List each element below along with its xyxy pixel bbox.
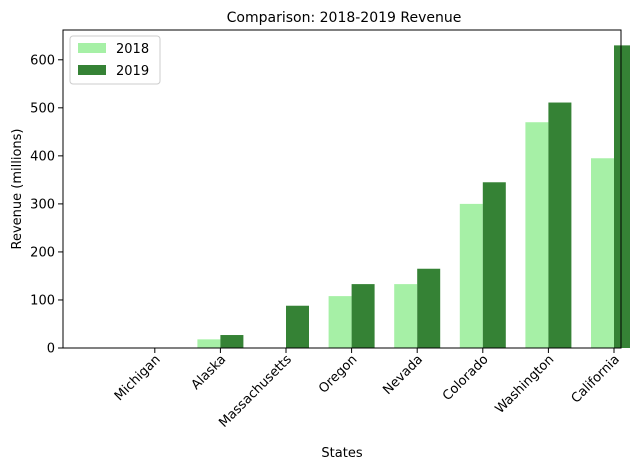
- x-tick-label-washington: Washington: [493, 352, 558, 417]
- legend-swatch-2019: [78, 65, 106, 75]
- legend-label-2019: 2019: [116, 64, 149, 79]
- plot-frame: [62, 29, 622, 349]
- bar-2019-colorado: [482, 182, 506, 348]
- bar-2018-oregon: [328, 296, 352, 348]
- y-axis: 0 100 200 300 400 500 600: [30, 53, 63, 357]
- legend-label-2018: 2018: [116, 42, 149, 57]
- y-tick-label: 100: [30, 293, 55, 308]
- bar-2018-colorado: [459, 203, 483, 348]
- x-tick-label-california: California: [569, 352, 623, 406]
- y-tick-label: 400: [30, 149, 55, 164]
- bar-2019-california: [614, 45, 630, 349]
- bar-2019-nevada: [417, 268, 441, 348]
- y-tick-label: 0: [47, 342, 55, 357]
- bars-group: [197, 45, 630, 349]
- y-tick-label: 300: [30, 197, 55, 212]
- bar-2018-washington: [525, 122, 549, 348]
- bar-2018-nevada: [394, 284, 418, 348]
- y-tick-label: 600: [30, 53, 55, 68]
- bar-2018-california: [591, 158, 614, 348]
- x-tick-label-michigan: Michigan: [112, 352, 164, 404]
- x-tick-label-nevada: Nevada: [380, 352, 426, 398]
- x-tick-label-colorado: Colorado: [440, 352, 492, 404]
- bar-2019-massachusetts: [286, 305, 309, 348]
- y-tick-label: 500: [30, 101, 55, 116]
- bar-2019-alaska: [220, 335, 244, 348]
- x-tick-label-alaska: Alaska: [189, 352, 230, 393]
- bar-2018-alaska: [197, 339, 221, 348]
- x-tick-label-oregon: Oregon: [316, 352, 360, 396]
- legend-swatch-2018: [78, 43, 106, 53]
- chart-title: Comparison: 2018-2019 Revenue: [227, 10, 462, 26]
- bar-2019-oregon: [351, 284, 375, 348]
- legend: 2018 2019: [69, 35, 161, 85]
- y-tick-label: 200: [30, 245, 55, 260]
- bar-2019-washington: [548, 102, 572, 348]
- y-axis-label: Revenue (millions): [10, 129, 25, 250]
- x-axis-label: States: [321, 446, 362, 461]
